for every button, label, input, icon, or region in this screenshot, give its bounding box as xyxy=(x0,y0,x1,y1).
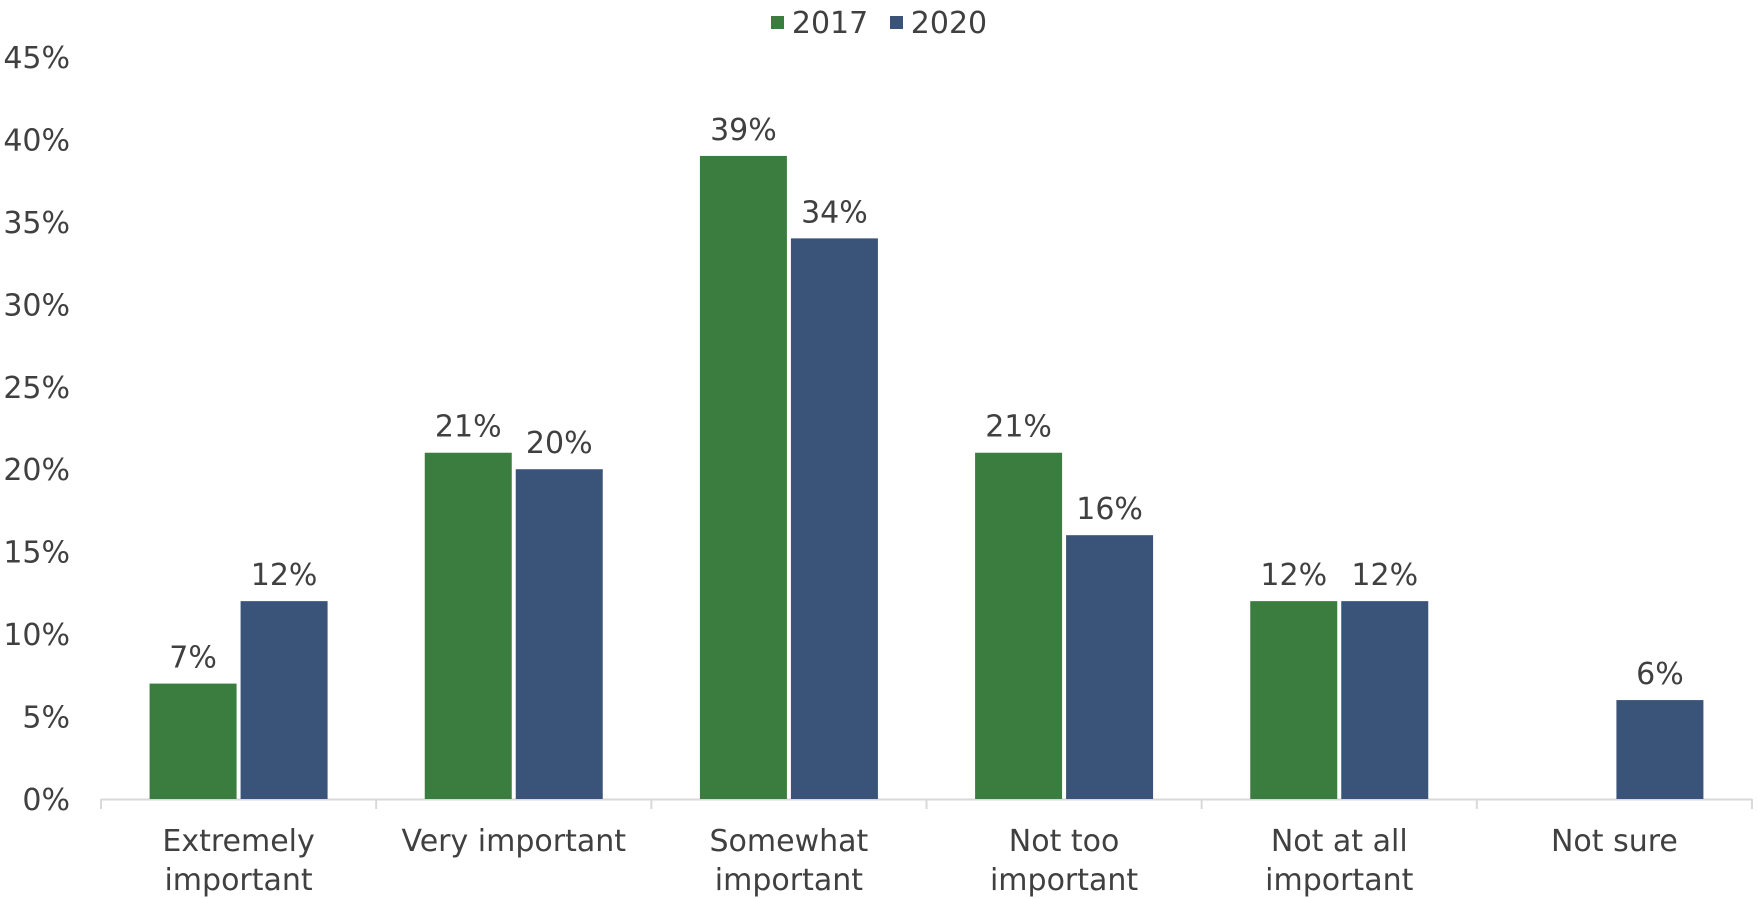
chart-legend: 2017 2020 xyxy=(0,4,1758,44)
x-category-label: important xyxy=(1265,863,1413,898)
y-tick-label: 10% xyxy=(3,618,70,653)
data-label-2020-5: 6% xyxy=(1636,657,1684,692)
y-tick-label: 45% xyxy=(3,41,70,76)
y-tick-label: 15% xyxy=(3,536,70,571)
data-label-2017-0: 7% xyxy=(169,641,217,676)
x-category-label: Not sure xyxy=(1551,824,1678,859)
bar-2020-1 xyxy=(515,469,603,799)
bar-2017-2 xyxy=(699,155,787,799)
x-category-label: Somewhat xyxy=(710,824,869,859)
legend-label-2017: 2017 xyxy=(791,6,869,41)
legend-item-2020[interactable]: 2020 xyxy=(889,4,988,44)
x-category-label: important xyxy=(715,863,863,898)
y-tick-label: 5% xyxy=(22,701,70,736)
bar-2020-4 xyxy=(1341,601,1429,799)
bar-2020-5 xyxy=(1616,700,1704,799)
y-tick-label: 40% xyxy=(3,123,70,158)
data-label-2017-1: 21% xyxy=(435,410,502,445)
bar-2020-2 xyxy=(790,238,878,799)
bar-2017-1 xyxy=(424,452,512,799)
x-category-label: Extremely xyxy=(162,824,314,859)
legend-item-2017[interactable]: 2017 xyxy=(770,4,869,44)
x-category-label: Very important xyxy=(402,824,627,859)
data-label-2020-0: 12% xyxy=(251,558,318,593)
data-label-2017-3: 21% xyxy=(985,410,1052,445)
y-tick-label: 35% xyxy=(3,206,70,241)
bar-2017-3 xyxy=(975,452,1063,799)
data-label-2017-2: 39% xyxy=(710,113,777,148)
x-category-label: Not at all xyxy=(1271,824,1408,859)
legend-label-2020: 2020 xyxy=(910,6,988,41)
data-label-2020-1: 20% xyxy=(526,426,593,461)
x-category-label: important xyxy=(990,863,1138,898)
data-label-2017-4: 12% xyxy=(1260,558,1327,593)
bar-2020-3 xyxy=(1066,535,1154,799)
bar-2017-4 xyxy=(1250,601,1338,799)
y-tick-label: 0% xyxy=(22,783,70,818)
data-label-2020-2: 34% xyxy=(801,195,868,230)
y-tick-label: 30% xyxy=(3,288,70,323)
x-category-label: important xyxy=(164,863,312,898)
bar-2017-0 xyxy=(149,683,237,799)
data-label-2020-3: 16% xyxy=(1076,492,1143,527)
x-category-label: Not too xyxy=(1009,824,1120,859)
legend-swatch-2020 xyxy=(889,16,903,29)
legend-swatch-2017 xyxy=(770,16,784,29)
bar-2020-0 xyxy=(240,601,328,799)
data-label-2020-4: 12% xyxy=(1351,558,1418,593)
y-tick-label: 20% xyxy=(3,453,70,488)
y-tick-label: 25% xyxy=(3,371,70,406)
